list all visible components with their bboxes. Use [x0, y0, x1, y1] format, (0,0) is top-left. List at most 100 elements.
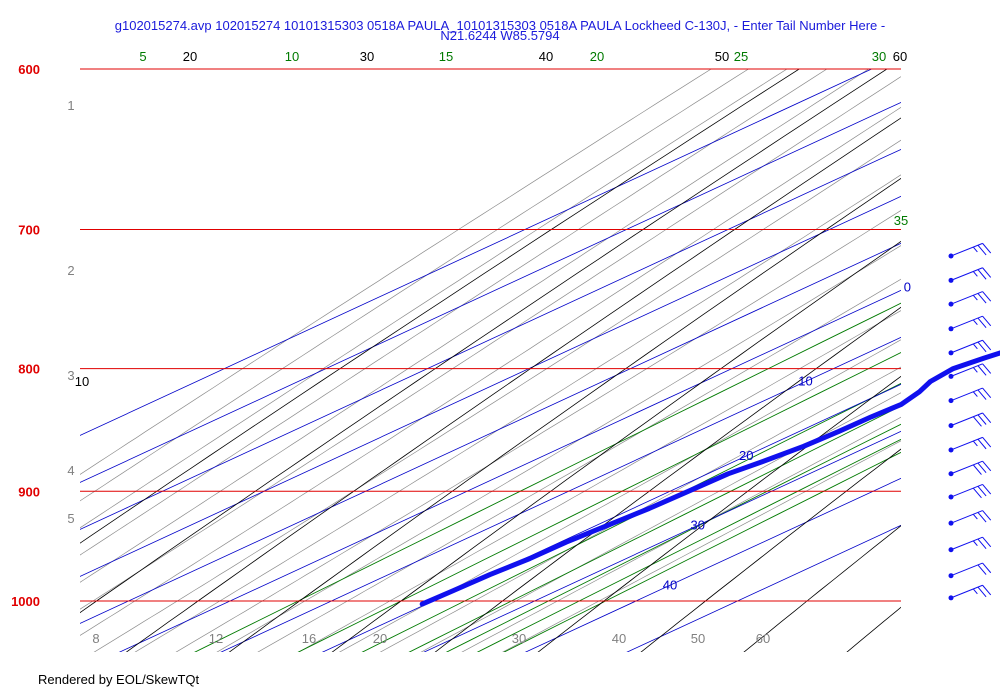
wind-barb — [948, 267, 992, 283]
wind-barb — [948, 412, 992, 429]
isotherms — [80, 69, 901, 652]
isotherm-label: 10 — [798, 374, 812, 389]
bottom-axis-label: 40 — [612, 631, 626, 646]
isobar-label: 900 — [18, 484, 40, 499]
bottom-axis-label: 30 — [512, 631, 526, 646]
wind-barb — [948, 510, 992, 526]
mixing-ratio-label: 5 — [139, 49, 146, 64]
wind-barb-staff — [950, 562, 983, 577]
wind-barb-staff — [950, 536, 983, 551]
wind-barb-flag — [977, 389, 987, 400]
mixing-ratio-label: 15 — [439, 49, 453, 64]
wind-barb-halfflag — [972, 588, 978, 595]
dewpoint-line — [419, 350, 1000, 607]
wind-barb-staff — [950, 387, 983, 402]
bottom-axis-label: 8 — [92, 631, 99, 646]
moist-adiabat-line — [339, 339, 901, 652]
wind-barb-staff — [950, 291, 983, 305]
wind-barb-halfflag — [972, 246, 978, 253]
dry-adiabat-label: 10 — [75, 374, 89, 389]
moist-adiabat-line — [80, 106, 901, 636]
dry-adiabat-line — [331, 240, 901, 652]
wind-barb-flag — [982, 243, 992, 254]
wind-barb-staff — [950, 315, 983, 330]
wind-barb-flag — [977, 538, 987, 549]
mixing-ratio-label: 35 — [894, 213, 908, 228]
wind-barb-halfflag — [972, 440, 978, 447]
dry-adiabat-line — [228, 177, 901, 652]
wind-barb-flag — [977, 462, 987, 473]
moist-adiabat-line — [379, 366, 901, 652]
dewpoint-trace — [419, 350, 1000, 607]
wind-barb-halfflag — [972, 367, 978, 373]
mixing-ratio-label: 25 — [734, 49, 748, 64]
wind-barb-staff — [950, 412, 983, 427]
wind-barb — [948, 242, 992, 259]
isotherm-line — [118, 289, 901, 652]
wind-barb-flag — [977, 414, 987, 425]
wind-barb-flag — [982, 339, 992, 351]
bottom-axis-label: 60 — [756, 631, 770, 646]
wind-barb-flag — [977, 341, 987, 353]
bottom-axis-label: 50 — [691, 631, 705, 646]
dry-adiabats — [80, 0, 1000, 681]
bottom-axis-label: 12 — [209, 631, 223, 646]
dry-adiabat-line — [537, 375, 901, 652]
altitude-label: 1 — [67, 98, 74, 113]
wind-barb-flag — [972, 464, 982, 475]
isotherm-line — [220, 336, 901, 652]
wind-barb-flag — [982, 363, 992, 374]
mixing-ratio-line — [408, 405, 901, 652]
moist-adiabat-line — [175, 210, 901, 652]
isobar-label: 600 — [18, 62, 40, 77]
isobar-label: 800 — [18, 362, 40, 377]
altitude-label: 3 — [67, 368, 74, 383]
wind-barb-staff — [950, 510, 983, 524]
wind-barb-flag — [982, 291, 992, 302]
isotherm-label: 30 — [691, 517, 705, 532]
dry-adiabat-label: 30 — [360, 49, 374, 64]
wind-barb-flag — [982, 267, 992, 278]
moist-adiabat-line — [80, 69, 870, 583]
wind-barb — [948, 339, 992, 356]
isotherm-line — [626, 524, 901, 652]
moist-adiabat-line — [80, 69, 712, 475]
wind-barb-staff — [950, 483, 983, 498]
wind-barb — [948, 291, 992, 307]
wind-barb-flag — [982, 460, 992, 472]
isobar-label: 700 — [18, 223, 40, 238]
moist-adiabats — [80, 69, 901, 652]
wind-barb-halfflag — [972, 343, 978, 350]
bottom-axis-label: 16 — [302, 631, 316, 646]
wind-barb — [948, 436, 992, 453]
wind-barb-halfflag — [972, 540, 978, 547]
wind-barb-flag — [977, 485, 987, 497]
wind-barb-flag — [982, 536, 992, 548]
dry-adiabat-label: 60 — [893, 49, 907, 64]
dry-adiabat-label: 50 — [715, 49, 729, 64]
moist-adiabat-line — [216, 245, 901, 652]
wind-barb-flag — [972, 487, 982, 499]
wind-barb-halfflag — [972, 391, 978, 397]
dry-adiabat-line — [916, 0, 1000, 681]
mixing-ratio-line — [476, 438, 901, 652]
wind-barb-flag — [977, 244, 987, 256]
wind-barb-flag — [977, 317, 987, 329]
wind-barb-staff — [950, 584, 983, 599]
isotherm-line — [80, 242, 901, 624]
moist-adiabat-line — [134, 174, 901, 652]
isotherm-label: 0 — [904, 279, 911, 294]
dry-adiabat-label: 20 — [183, 49, 197, 64]
moist-adiabat-line — [502, 440, 901, 652]
wind-barb-flag — [977, 293, 987, 304]
moist-adiabat-line — [80, 69, 828, 556]
isobar-label: 1000 — [11, 594, 40, 609]
wind-barb-staff — [950, 267, 983, 281]
moist-adiabat-line — [257, 278, 901, 652]
isotherm-line — [321, 383, 901, 652]
wind-barb-flag — [977, 365, 987, 376]
wind-barb — [948, 536, 992, 553]
wind-barb-flag — [982, 315, 992, 327]
mixing-ratio-line — [445, 423, 901, 652]
